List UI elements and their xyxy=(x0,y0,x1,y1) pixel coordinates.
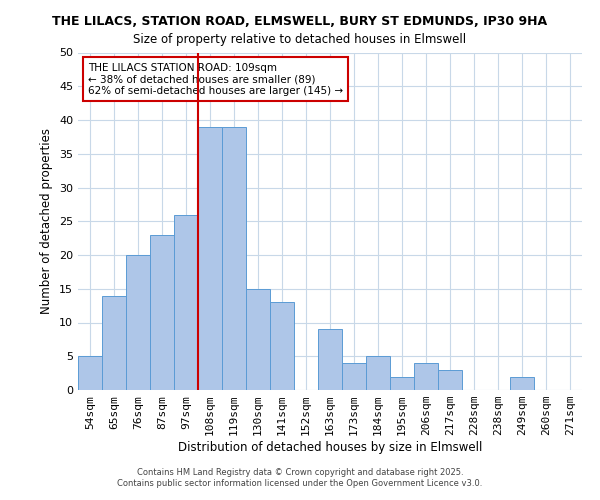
X-axis label: Distribution of detached houses by size in Elmswell: Distribution of detached houses by size … xyxy=(178,441,482,454)
Bar xyxy=(102,296,126,390)
Bar xyxy=(510,376,534,390)
Y-axis label: Number of detached properties: Number of detached properties xyxy=(40,128,53,314)
Bar xyxy=(414,363,438,390)
Bar xyxy=(198,126,222,390)
Text: Size of property relative to detached houses in Elmswell: Size of property relative to detached ho… xyxy=(133,32,467,46)
Bar xyxy=(270,302,294,390)
Bar xyxy=(342,363,366,390)
Bar xyxy=(390,376,414,390)
Bar xyxy=(150,235,174,390)
Text: THE LILACS STATION ROAD: 109sqm
← 38% of detached houses are smaller (89)
62% of: THE LILACS STATION ROAD: 109sqm ← 38% of… xyxy=(88,62,343,96)
Bar xyxy=(222,126,246,390)
Bar xyxy=(366,356,390,390)
Bar xyxy=(318,329,342,390)
Bar xyxy=(174,214,198,390)
Text: Contains HM Land Registry data © Crown copyright and database right 2025.
Contai: Contains HM Land Registry data © Crown c… xyxy=(118,468,482,487)
Bar xyxy=(246,289,270,390)
Text: THE LILACS, STATION ROAD, ELMSWELL, BURY ST EDMUNDS, IP30 9HA: THE LILACS, STATION ROAD, ELMSWELL, BURY… xyxy=(52,15,548,28)
Bar xyxy=(126,255,150,390)
Bar xyxy=(78,356,102,390)
Bar xyxy=(438,370,462,390)
